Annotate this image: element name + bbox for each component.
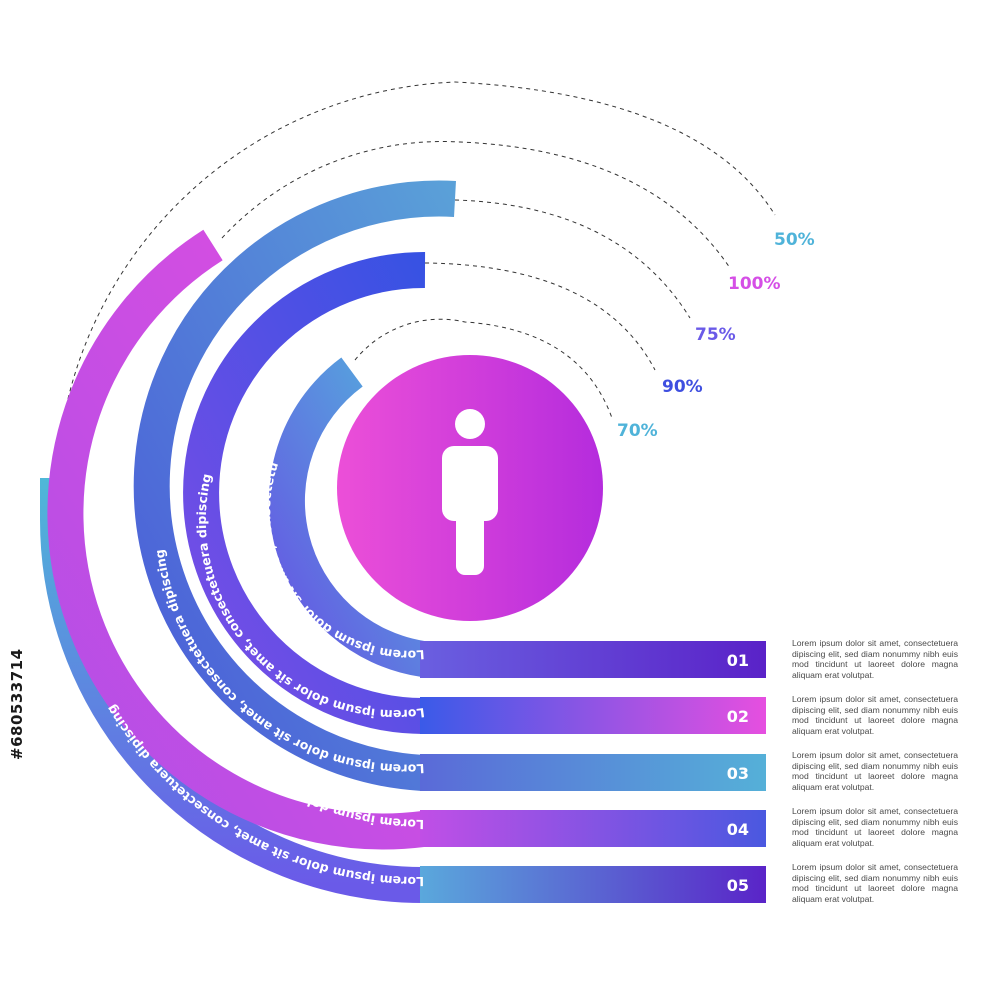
description-5: Lorem ipsum dolor sit amet, consectetuer… (792, 862, 958, 904)
percent-3: 75% (695, 325, 736, 345)
stock-id-watermark: #680533714 (8, 648, 26, 760)
bar-number-2: 02 (727, 707, 749, 726)
bar-4 (420, 810, 766, 847)
arc-1 (268, 357, 440, 677)
bar-number-4: 04 (727, 820, 749, 839)
description-3: Lorem ipsum dolor sit amet, consectetuer… (792, 750, 958, 792)
ring-2 (183, 251, 766, 734)
bar-1 (420, 641, 766, 678)
dashed-guide-4 (221, 141, 731, 269)
bar-2 (420, 697, 766, 734)
arc-4 (47, 229, 440, 850)
percent-4: 100% (728, 274, 781, 294)
dashed-guide-1 (354, 318, 613, 419)
bar-number-3: 03 (727, 764, 749, 783)
description-4: Lorem ipsum dolor sit amet, consectetuer… (792, 806, 958, 848)
person-icon (442, 409, 498, 575)
percent-1: 70% (617, 421, 658, 441)
bar-3 (420, 754, 766, 791)
bar-5 (420, 866, 766, 903)
bar-number-1: 01 (727, 651, 749, 670)
ring-3 (133, 180, 766, 791)
arc-2 (183, 251, 440, 734)
dashed-guide-3 (454, 199, 691, 319)
percent-2: 90% (662, 377, 703, 397)
description-1: Lorem ipsum dolor sit amet, consectetuer… (792, 638, 958, 680)
bar-number-5: 05 (727, 876, 749, 895)
percent-5: 50% (774, 230, 815, 250)
center-badge (337, 355, 603, 621)
dashed-guide-2 (424, 262, 656, 371)
dashed-guide-5 (56, 81, 776, 471)
dashed-guides (56, 81, 776, 471)
ring-1 (268, 357, 766, 678)
ring-4 (47, 229, 766, 850)
description-2: Lorem ipsum dolor sit amet, consectetuer… (792, 694, 958, 736)
arc-3 (133, 180, 456, 791)
